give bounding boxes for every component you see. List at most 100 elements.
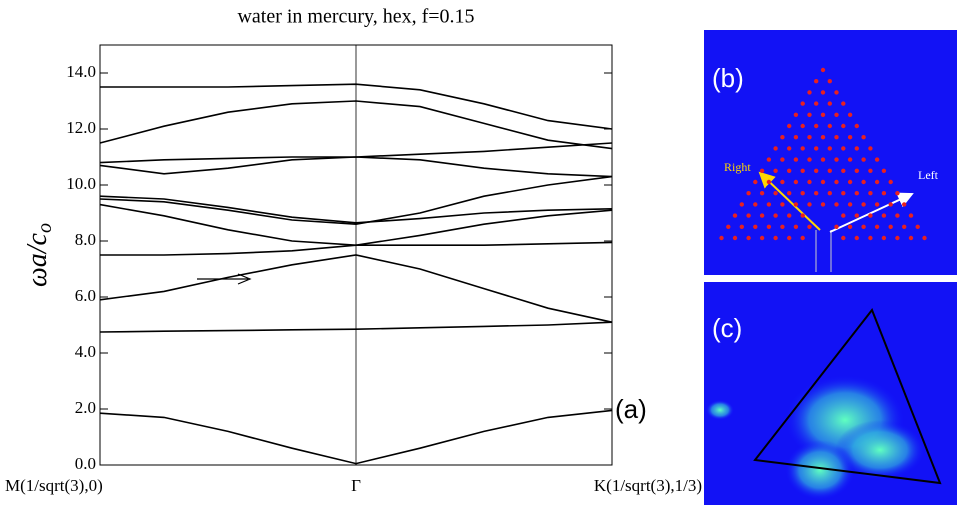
lattice-dot <box>861 202 866 207</box>
lattice-dot <box>881 168 887 173</box>
lattice-dot <box>793 224 799 229</box>
lattice-dot <box>814 146 819 151</box>
lattice-dot <box>807 202 812 207</box>
lattice-dot <box>800 213 805 218</box>
lattice-dot <box>847 179 853 185</box>
y-tick-label: 0.0 <box>75 454 96 473</box>
lattice-dot <box>841 213 846 218</box>
lattice-dot <box>759 168 765 173</box>
y-tick-label: 6.0 <box>75 286 96 305</box>
field-glow <box>835 420 925 480</box>
lattice-dot <box>814 191 819 196</box>
band-line <box>100 83 613 130</box>
lattice-dot <box>787 123 792 129</box>
y-tick-label: 2.0 <box>75 398 96 417</box>
right-label: Right <box>724 160 751 174</box>
lattice-dot <box>874 157 880 162</box>
lattice-dot <box>847 157 853 162</box>
lattice-dot <box>895 191 900 196</box>
lattice-dot <box>800 168 805 173</box>
lattice-dot <box>766 157 772 162</box>
lattice-dot <box>820 90 826 95</box>
y-axis-label: ωa/co <box>22 223 55 287</box>
lattice-dot <box>841 146 846 151</box>
chart-title: water in mercury, hex, f=0.15 <box>237 6 474 28</box>
lattice-dot <box>773 235 778 241</box>
lattice-dot <box>766 202 772 207</box>
y-tick-label: 4.0 <box>75 342 96 361</box>
field-glow <box>785 440 855 500</box>
lattice-dot <box>861 157 866 162</box>
lattice-dot <box>834 224 839 229</box>
lattice-dot <box>739 202 744 207</box>
lattice-dot <box>841 123 846 129</box>
lattice-dot <box>773 146 778 151</box>
lattice-dot <box>854 123 859 129</box>
lattice-dot <box>881 191 887 196</box>
lattice-dot <box>753 179 758 185</box>
lattice-dot <box>732 213 738 218</box>
lattice-dot <box>874 224 880 229</box>
lattice-dot <box>827 191 832 196</box>
lattice-dot <box>881 213 887 218</box>
triangle-outline <box>753 308 942 485</box>
lattice-dot <box>800 235 805 241</box>
lattice-dot <box>841 101 846 106</box>
lattice-dot <box>726 224 731 229</box>
lattice-dot <box>902 224 907 229</box>
lattice-dot <box>814 79 819 84</box>
lattice-dot <box>895 213 900 218</box>
lattice-dot <box>773 168 778 173</box>
panel-c-label: (c) <box>712 313 742 343</box>
y-label-main: ωa/c <box>22 232 53 287</box>
lattice-dot <box>834 202 839 207</box>
lattice-dot <box>739 224 744 229</box>
lattice-dot <box>820 112 826 118</box>
lattice-dot <box>780 202 785 207</box>
lattice-dot <box>854 235 859 241</box>
lattice-dot <box>800 146 805 151</box>
lattice-dot <box>800 101 805 106</box>
lattice-dot <box>868 168 873 173</box>
lattice-dot <box>732 235 738 241</box>
lattice-dot <box>753 224 758 229</box>
lattice-dot <box>746 191 751 196</box>
panel-c: (c) <box>704 282 957 505</box>
lattice-dot <box>766 179 772 185</box>
band-line <box>99 203 613 247</box>
lattice-dot <box>800 191 805 196</box>
lattice-dot <box>820 135 826 140</box>
lattice-dot <box>800 123 805 129</box>
lattice-dot <box>854 168 859 173</box>
band-line <box>99 321 613 333</box>
panel-b: Right Left (b) <box>704 30 957 275</box>
band-line <box>99 409 613 465</box>
lattice-dot <box>868 146 873 151</box>
lattice-dot <box>861 179 866 185</box>
lattice-dot <box>861 224 866 229</box>
left-arrow <box>829 192 914 233</box>
separator <box>704 275 957 282</box>
panel-label: (a) <box>615 394 647 424</box>
lattice-dot <box>854 146 859 151</box>
y-tick-label: 8.0 <box>75 230 96 249</box>
lattice-dot <box>807 112 812 118</box>
lattice-dot <box>773 213 778 218</box>
lattice-dot <box>827 79 832 84</box>
lattice-dot <box>895 235 900 241</box>
lattice-dot <box>787 235 792 241</box>
lattice-dot <box>841 191 846 196</box>
lattice-dot <box>814 168 819 173</box>
band-line <box>99 195 613 224</box>
lattice-dot <box>780 179 785 185</box>
lattice-dot <box>834 90 839 95</box>
lattice-dot <box>820 202 826 207</box>
lattice-dot <box>888 224 893 229</box>
lattice-dot <box>773 191 778 196</box>
lattice-dot <box>807 179 812 185</box>
lattice-dot <box>868 235 873 241</box>
lattice-dot <box>780 157 785 162</box>
lattice-dot <box>807 157 812 162</box>
lattice-dot <box>759 213 765 218</box>
lattice-dot <box>759 235 765 241</box>
